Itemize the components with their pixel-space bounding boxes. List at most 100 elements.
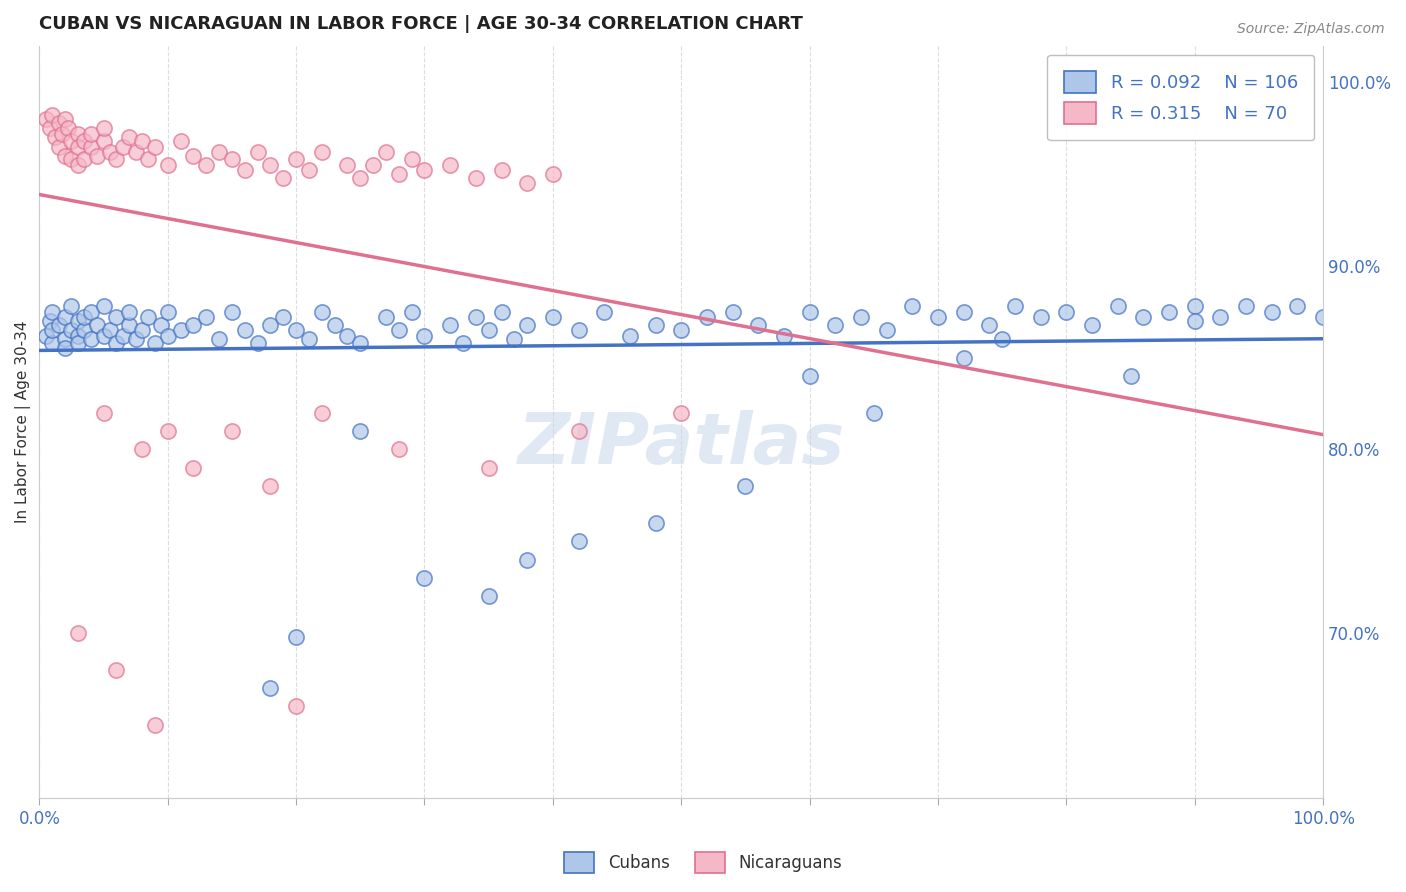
Point [118, 130, 141, 145]
Point [285, 630, 308, 644]
Point [799, 369, 821, 384]
Point [143, 717, 166, 731]
Point [285, 699, 308, 714]
Point [1132, 310, 1154, 325]
Text: CUBAN VS NICARAGUAN IN LABOR FORCE | AGE 30-34 CORRELATION CHART: CUBAN VS NICARAGUAN IN LABOR FORCE | AGE… [39, 15, 803, 33]
Point [285, 153, 308, 167]
Point [401, 305, 423, 319]
Point [375, 310, 398, 325]
Point [516, 177, 538, 191]
Point [118, 318, 141, 332]
Point [98, 145, 121, 160]
Point [734, 479, 756, 493]
Point [773, 328, 796, 343]
Point [73, 310, 96, 325]
Point [124, 332, 146, 346]
Point [41, 305, 63, 319]
Point [169, 323, 191, 337]
Point [41, 336, 63, 351]
Point [979, 318, 1001, 332]
Point [233, 323, 256, 337]
Point [413, 163, 436, 178]
Point [98, 323, 121, 337]
Point [298, 163, 321, 178]
Point [271, 170, 294, 185]
Point [323, 318, 346, 332]
Point [195, 158, 218, 172]
Point [48, 139, 70, 153]
Point [118, 305, 141, 319]
Point [1004, 299, 1026, 313]
Point [1054, 305, 1077, 319]
Point [311, 145, 333, 160]
Point [671, 323, 693, 337]
Point [516, 318, 538, 332]
Point [66, 158, 89, 172]
Point [79, 332, 101, 346]
Point [259, 318, 281, 332]
Point [503, 332, 526, 346]
Point [93, 121, 115, 136]
Point [111, 139, 134, 153]
Legend: Cubans, Nicaraguans: Cubans, Nicaraguans [558, 846, 848, 880]
Point [1286, 299, 1309, 313]
Point [375, 145, 398, 160]
Point [439, 318, 461, 332]
Point [593, 305, 616, 319]
Point [567, 323, 589, 337]
Point [105, 336, 128, 351]
Point [86, 149, 108, 163]
Point [73, 153, 96, 167]
Point [478, 589, 501, 603]
Point [93, 406, 115, 420]
Point [79, 139, 101, 153]
Point [131, 323, 153, 337]
Point [53, 310, 76, 325]
Point [671, 406, 693, 420]
Point [388, 167, 411, 181]
Point [246, 336, 269, 351]
Text: Source: ZipAtlas.com: Source: ZipAtlas.com [1237, 22, 1385, 37]
Point [41, 323, 63, 337]
Point [862, 406, 884, 420]
Point [401, 153, 423, 167]
Point [927, 310, 949, 325]
Point [1312, 310, 1334, 325]
Point [413, 328, 436, 343]
Point [541, 167, 564, 181]
Point [66, 626, 89, 640]
Point [849, 310, 872, 325]
Legend: R = 0.092    N = 106, R = 0.315    N = 70: R = 0.092 N = 106, R = 0.315 N = 70 [1047, 54, 1315, 140]
Point [53, 342, 76, 356]
Point [93, 328, 115, 343]
Point [169, 134, 191, 148]
Point [56, 121, 79, 136]
Point [105, 310, 128, 325]
Point [747, 318, 769, 332]
Point [516, 552, 538, 566]
Point [38, 314, 60, 328]
Point [824, 318, 846, 332]
Point [349, 424, 371, 438]
Point [221, 305, 243, 319]
Point [35, 328, 58, 343]
Point [156, 305, 179, 319]
Point [150, 318, 173, 332]
Point [53, 112, 76, 126]
Point [1234, 299, 1257, 313]
Point [349, 336, 371, 351]
Point [66, 127, 89, 141]
Point [952, 305, 974, 319]
Point [246, 145, 269, 160]
Point [567, 534, 589, 549]
Point [143, 336, 166, 351]
Point [66, 328, 89, 343]
Point [541, 310, 564, 325]
Point [131, 134, 153, 148]
Point [111, 328, 134, 343]
Point [53, 332, 76, 346]
Point [48, 318, 70, 332]
Point [105, 153, 128, 167]
Point [388, 442, 411, 457]
Point [124, 145, 146, 160]
